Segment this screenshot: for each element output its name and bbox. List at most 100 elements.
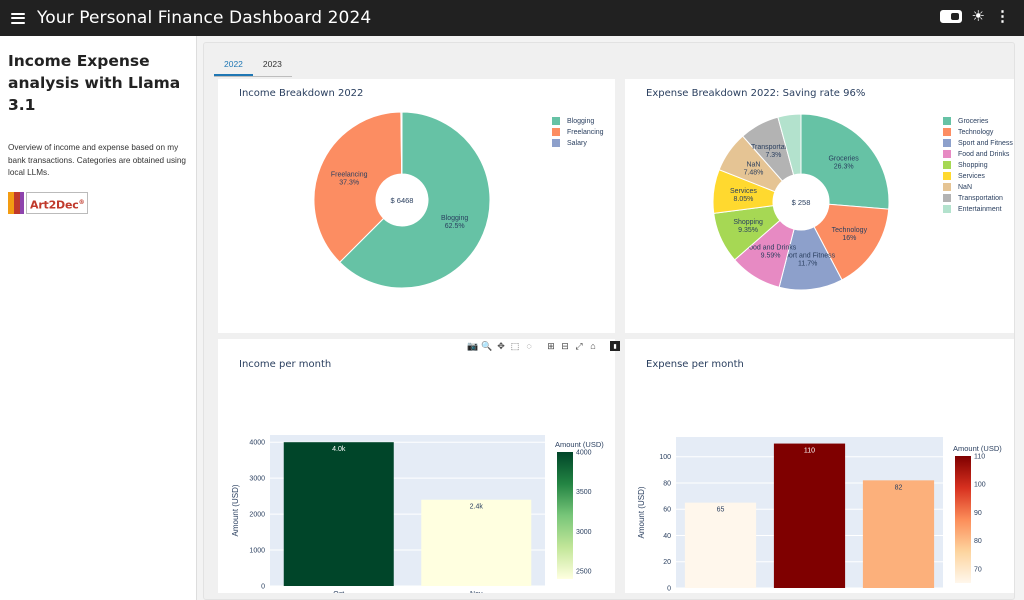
theme-toggle-icon[interactable] <box>939 10 962 23</box>
legend-label: Blogging <box>567 117 595 125</box>
legend-swatch <box>943 150 951 158</box>
income-bar-bar[interactable] <box>421 499 532 586</box>
more-options-icon[interactable]: ⋮ <box>995 8 1010 25</box>
plotly-logo-icon[interactable]: ▮ <box>610 341 620 351</box>
legend-label: NaN <box>958 183 973 191</box>
sun-icon[interactable]: ☀ <box>971 8 985 25</box>
expense-bar-ytick: 20 <box>663 559 671 566</box>
expense-pie-slice-percent: 9.35% <box>738 227 758 234</box>
income-bar-ytick: 2000 <box>249 512 265 519</box>
zoom-out-icon[interactable]: ⊟ <box>561 340 569 351</box>
expense-bar-title: Expense per month <box>646 359 744 370</box>
legend-label: Food and Drinks <box>958 150 1010 158</box>
expense-bar-colorbar-tick: 110 <box>974 454 985 461</box>
legend-label: Entertainment <box>958 205 1002 213</box>
legend-item[interactable]: Transportation <box>943 194 1003 202</box>
legend-item[interactable]: Entertainment <box>943 205 1002 213</box>
income-bar-yaxis-title: Amount (USD) <box>231 484 240 536</box>
legend-item[interactable]: Food and Drinks <box>943 150 1009 158</box>
income-bar-ytick: 3000 <box>249 476 265 483</box>
expense-pie-slice[interactable] <box>800 113 890 210</box>
expense-bar-bar[interactable] <box>862 480 935 588</box>
legend-swatch <box>943 139 951 147</box>
hamburger-menu-icon[interactable] <box>11 12 25 24</box>
expense-bar-ytick: 40 <box>663 533 671 540</box>
income-bar-xtick: Nov <box>470 591 483 593</box>
legend-item[interactable]: Shopping <box>943 161 988 169</box>
income-pie-slice[interactable] <box>400 111 403 175</box>
expense-bar-colorbar-tick: 90 <box>974 510 982 517</box>
expense-pie-slice-label: Food and Drinks <box>745 244 797 251</box>
income-bar-xtick: Oct <box>333 591 344 593</box>
legend-item[interactable]: NaN <box>943 183 972 191</box>
income-pie-slice[interactable] <box>313 111 403 263</box>
legend-item-freelancing[interactable]: Freelancing <box>552 128 604 136</box>
expense-bar-bar-label: 110 <box>804 448 815 455</box>
reset-axes-icon[interactable]: ⌂ <box>590 341 596 351</box>
logo-text: Art2Dec® <box>26 191 89 214</box>
income-pie-slice[interactable] <box>339 111 491 289</box>
app-title: Your Personal Finance Dashboard 2024 <box>37 8 372 28</box>
art2dec-logo: Art2Dec® <box>8 191 188 214</box>
legend-label: Transportation <box>958 194 1003 202</box>
expense-bar-yaxis-title: Amount (USD) <box>637 486 646 538</box>
expense-pie-slice[interactable] <box>777 113 802 176</box>
expense-bar-colorbar-title: Amount (USD) <box>953 444 1002 453</box>
tab-2023[interactable]: 2023 <box>262 59 282 69</box>
income-bar-panel: 📷 🔍 ✥ ⬚ ◌ ⊞ ⊟ ⤢ ⌂ ▮ Income per month 0 10… <box>218 339 620 593</box>
legend-item[interactable]: Groceries <box>943 117 988 125</box>
income-bar-ytick: 4000 <box>249 440 265 447</box>
tab-2022[interactable]: 2022 <box>214 51 253 76</box>
expense-pie-slice-percent: 11.7% <box>798 261 817 268</box>
legend-item[interactable]: Sport and Fitness <box>943 139 1013 147</box>
legend-label: Salary <box>567 139 587 147</box>
expense-bar-colorbar-tick: 80 <box>974 538 982 545</box>
income-bar-bar[interactable] <box>283 442 394 586</box>
logo-bars-icon <box>8 191 24 214</box>
pan-icon[interactable]: ✥ <box>497 340 505 351</box>
legend-item[interactable]: Services <box>943 172 985 180</box>
zoom-icon[interactable]: 🔍 <box>481 340 493 351</box>
year-tabs: 2022 2023 <box>214 51 292 77</box>
income-bar-colorbar-title: Amount (USD) <box>555 440 604 449</box>
legend-item-blogging[interactable]: Blogging <box>552 117 594 125</box>
expense-bar-bar[interactable] <box>684 502 757 588</box>
expense-bar-chart[interactable]: 02040608010065Jan110Oct82NovMonth NameAm… <box>625 339 1014 593</box>
expense-bar-colorbar-tick: 70 <box>974 566 982 573</box>
expense-bar-ytick: 100 <box>659 454 671 461</box>
box-select-icon[interactable]: ⬚ <box>510 340 520 351</box>
legend-label: Groceries <box>958 117 989 125</box>
legend-swatch <box>552 117 560 125</box>
zoom-in-icon[interactable]: ⊞ <box>547 340 555 351</box>
income-pie-slice-percent: 62.5% <box>445 223 465 230</box>
expense-pie-panel: Expense Breakdown 2022: Saving rate 96% … <box>625 79 1014 333</box>
legend-item[interactable]: Technology <box>943 128 993 136</box>
lasso-icon[interactable]: ◌ <box>526 341 532 351</box>
sidebar-description: Overview of income and expense based on … <box>8 143 186 177</box>
legend-swatch <box>552 128 560 136</box>
legend-swatch <box>943 161 951 169</box>
expense-bar-colorbar <box>955 456 971 583</box>
expense-bar-ytick: 80 <box>663 480 671 487</box>
expense-pie-slice-label: Services <box>730 188 757 195</box>
expense-bar-bar-label: 82 <box>895 484 903 491</box>
legend-swatch <box>943 128 951 136</box>
legend-item-salary[interactable]: Salary <box>552 139 587 147</box>
autoscale-icon[interactable]: ⤢ <box>575 340 583 351</box>
legend-swatch <box>943 205 951 213</box>
expense-pie-slice-label: Technology <box>832 227 868 234</box>
expense-pie-slice-percent: 8.05% <box>734 196 754 203</box>
expense-bar-ytick: 60 <box>663 507 671 514</box>
expense-pie-center-total: $ 258 <box>792 198 811 207</box>
legend-label: Services <box>958 172 985 180</box>
legend-label: Freelancing <box>567 128 604 136</box>
camera-icon[interactable]: 📷 <box>467 340 479 351</box>
expense-bar-bar[interactable] <box>773 443 846 588</box>
sidebar: Income Expense analysis with Llama 3.1 O… <box>0 36 197 600</box>
expense-pie-slice[interactable] <box>813 203 890 281</box>
expense-bar-bar-label: 65 <box>717 507 725 514</box>
expense-pie-title: Expense Breakdown 2022: Saving rate 96% <box>646 88 866 99</box>
